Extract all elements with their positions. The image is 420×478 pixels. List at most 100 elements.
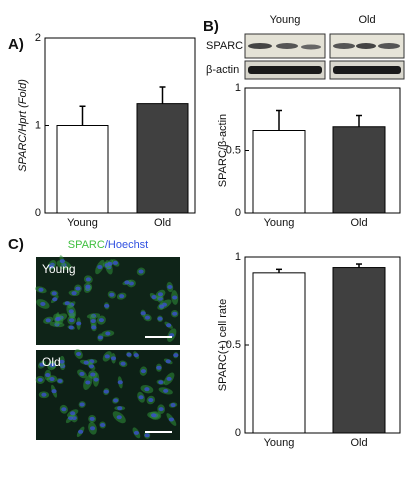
- nucleus: [138, 395, 144, 400]
- nucleus: [119, 294, 125, 299]
- nucleus: [126, 352, 132, 357]
- nucleus: [59, 259, 65, 264]
- nucleus: [107, 261, 113, 266]
- nucleus: [91, 325, 97, 330]
- nucleus: [140, 311, 146, 316]
- row-label: β-actin: [206, 64, 239, 76]
- nucleus: [38, 287, 44, 292]
- nucleus: [148, 398, 154, 403]
- bar: [252, 130, 306, 214]
- nucleus: [117, 380, 123, 385]
- y-tick-label: 0.5: [226, 144, 241, 156]
- nucleus: [79, 371, 85, 376]
- nucleus: [172, 311, 178, 316]
- nucleus: [50, 362, 56, 367]
- nucleus: [76, 321, 82, 326]
- nucleus: [68, 325, 74, 330]
- nucleus: [78, 429, 84, 434]
- nucleus: [158, 380, 164, 385]
- micrograph: SPARC/Hoechst Young Old: [35, 239, 180, 440]
- nucleus: [93, 377, 99, 382]
- nucleus: [97, 335, 104, 340]
- nucleus: [55, 316, 61, 321]
- nucleus: [98, 318, 104, 323]
- nucleus: [51, 291, 57, 296]
- nucleus: [133, 430, 140, 435]
- y-axis-label: SPARC(+) cell rate: [217, 299, 229, 391]
- nucleus: [120, 361, 126, 366]
- nucleus: [157, 316, 163, 321]
- nucleus: [39, 362, 45, 367]
- nucleus: [163, 388, 169, 393]
- nucleus: [124, 280, 130, 285]
- y-tick-label: 0: [235, 207, 241, 219]
- nucleus: [151, 295, 157, 300]
- nucleus: [75, 352, 82, 357]
- nucleus: [85, 284, 91, 289]
- nucleus: [110, 356, 117, 361]
- nucleus: [157, 292, 164, 297]
- nucleus: [89, 416, 95, 421]
- image-label: Old: [42, 355, 61, 369]
- nucleus: [90, 372, 96, 377]
- nucleus: [61, 407, 67, 412]
- nucleus: [112, 260, 119, 265]
- nucleus: [41, 392, 47, 397]
- panel-label: C): [8, 236, 24, 253]
- nucleus: [49, 377, 55, 382]
- nucleus: [59, 359, 65, 364]
- stain-sparc: SPARC: [68, 239, 105, 251]
- nucleus: [97, 265, 103, 270]
- nucleus: [70, 411, 76, 416]
- nucleus: [45, 318, 51, 323]
- x-tick-label: Old: [154, 217, 171, 229]
- nucleus: [71, 291, 77, 296]
- lane-label: Old: [358, 14, 375, 26]
- nucleus: [104, 354, 110, 359]
- nucleus: [158, 407, 164, 412]
- x-tick-label: Old: [350, 217, 367, 229]
- y-tick-label: 0: [35, 207, 41, 219]
- nucleus: [144, 387, 150, 392]
- nucleus: [159, 304, 165, 309]
- x-tick-label: Young: [264, 217, 295, 229]
- nucleus: [170, 403, 176, 408]
- nucleus: [166, 376, 172, 381]
- nucleus: [133, 353, 139, 358]
- nucleus: [117, 406, 123, 411]
- nucleus: [40, 301, 46, 306]
- nucleus: [103, 389, 109, 394]
- nucleus: [48, 264, 54, 269]
- y-tick-label: 0.5: [226, 339, 241, 351]
- nucleus: [167, 284, 173, 289]
- y-tick-label: 1: [235, 251, 241, 263]
- row-label: SPARC: [206, 40, 243, 52]
- bar: [332, 126, 386, 214]
- nucleus: [172, 295, 178, 300]
- y-tick-label: 1: [235, 82, 241, 94]
- panel-label: A): [8, 36, 24, 53]
- panel-label: B): [203, 18, 219, 35]
- nucleus: [85, 380, 91, 385]
- nucleus: [156, 365, 162, 370]
- x-tick-label: Old: [350, 437, 367, 449]
- y-tick-label: 1: [35, 119, 41, 131]
- bar: [136, 103, 189, 214]
- bar: [56, 125, 109, 214]
- western-blot: Young Old SPARC β-actin: [206, 14, 405, 80]
- nucleus: [168, 417, 174, 422]
- nucleus: [75, 286, 81, 291]
- nucleus: [166, 323, 172, 328]
- nucleus: [173, 353, 179, 358]
- nucleus: [79, 402, 85, 407]
- nucleus: [165, 359, 171, 364]
- nucleus: [89, 426, 96, 431]
- nucleus: [113, 398, 119, 403]
- nucleus: [52, 297, 58, 302]
- nucleus: [150, 413, 157, 418]
- stain-label: SPARC/Hoechst: [68, 239, 149, 251]
- nucleus: [104, 303, 110, 308]
- nucleus: [45, 373, 51, 378]
- x-tick-label: Young: [264, 437, 295, 449]
- lane-label: Young: [270, 14, 301, 26]
